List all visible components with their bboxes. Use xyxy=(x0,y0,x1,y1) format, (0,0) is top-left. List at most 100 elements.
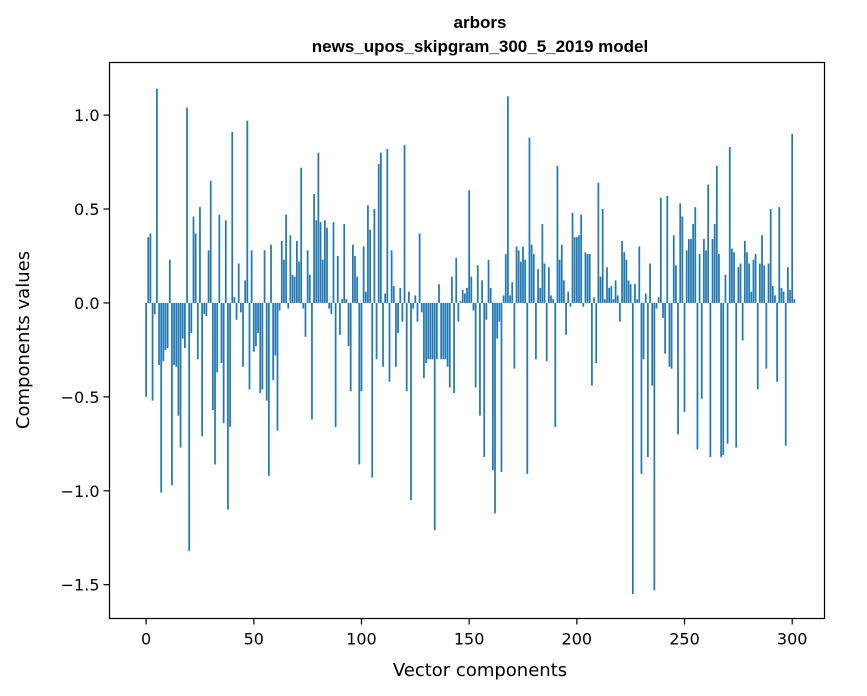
bar xyxy=(377,163,380,303)
bar xyxy=(616,295,619,303)
bar xyxy=(410,302,412,501)
bar xyxy=(651,302,654,386)
bars-group xyxy=(145,88,796,595)
bar xyxy=(156,88,158,303)
bar xyxy=(248,302,251,390)
bar xyxy=(186,107,188,303)
bar xyxy=(621,240,623,303)
bar xyxy=(352,244,354,303)
bar xyxy=(451,276,453,303)
bar xyxy=(257,302,259,333)
bar xyxy=(791,133,794,303)
bar xyxy=(692,224,694,303)
bar xyxy=(201,302,203,437)
bar xyxy=(573,237,576,303)
y-tick-label: 0.5 xyxy=(74,200,99,219)
bar xyxy=(733,252,735,303)
bar xyxy=(763,265,766,303)
bar xyxy=(412,302,415,309)
bar xyxy=(698,254,701,303)
bar xyxy=(771,286,774,303)
bar xyxy=(575,237,578,303)
bar xyxy=(599,276,602,303)
bar xyxy=(715,165,718,303)
bar xyxy=(298,261,300,303)
bar xyxy=(739,263,742,303)
bar xyxy=(672,235,675,303)
bar xyxy=(769,209,772,303)
bar xyxy=(638,246,641,303)
bar xyxy=(287,302,290,309)
bar xyxy=(472,302,475,311)
bar xyxy=(289,235,292,303)
bar xyxy=(793,299,796,303)
bar xyxy=(388,302,391,382)
bar xyxy=(670,302,673,369)
bar xyxy=(184,302,186,349)
bar xyxy=(528,137,531,303)
x-tick-label: 150 xyxy=(454,630,485,649)
bar xyxy=(485,302,488,320)
bar xyxy=(147,237,150,303)
y-tick-label: 1.0 xyxy=(74,106,99,125)
bar xyxy=(379,152,382,303)
bar xyxy=(371,302,374,478)
bar xyxy=(339,302,341,335)
bar xyxy=(470,276,473,303)
bar xyxy=(468,190,471,303)
bar xyxy=(455,257,458,303)
bar xyxy=(759,263,761,303)
bar xyxy=(192,216,195,303)
bar xyxy=(429,302,432,360)
bar xyxy=(700,302,703,399)
bar xyxy=(166,302,169,349)
bar xyxy=(214,302,216,465)
bar xyxy=(386,148,389,303)
bar xyxy=(416,302,419,322)
bar xyxy=(367,205,369,303)
bar xyxy=(280,240,283,303)
bar xyxy=(345,299,348,303)
chart-title: arbors xyxy=(454,13,507,32)
bar xyxy=(375,302,378,360)
bar xyxy=(158,302,160,365)
bar xyxy=(403,145,406,303)
bar xyxy=(685,250,688,303)
bar xyxy=(748,263,750,303)
bar xyxy=(765,302,768,369)
bar xyxy=(330,302,333,315)
bar xyxy=(586,254,589,303)
bar xyxy=(483,302,486,457)
bar xyxy=(522,246,524,303)
y-axis-label: Components values xyxy=(13,251,34,429)
bar xyxy=(259,302,262,394)
bar xyxy=(196,302,199,360)
bar xyxy=(227,302,229,510)
bar xyxy=(489,287,492,303)
bar xyxy=(308,274,311,303)
bar xyxy=(666,195,669,303)
bar xyxy=(709,302,712,457)
bar xyxy=(401,302,404,322)
bar xyxy=(302,302,305,309)
bar xyxy=(690,239,692,303)
bar xyxy=(181,302,184,339)
bar xyxy=(373,209,376,303)
bar xyxy=(780,287,783,303)
bar xyxy=(414,295,417,303)
bar xyxy=(610,286,613,303)
bar xyxy=(550,295,552,303)
x-tick-label: 100 xyxy=(346,630,377,649)
bar xyxy=(463,293,466,303)
bar xyxy=(778,207,781,303)
bar xyxy=(324,220,326,303)
bar xyxy=(349,302,352,392)
bar xyxy=(713,224,716,303)
bar xyxy=(457,302,460,322)
bar xyxy=(240,302,242,313)
bar xyxy=(162,302,165,362)
bar xyxy=(476,265,479,303)
bar xyxy=(347,302,350,347)
bar xyxy=(563,280,565,303)
bar xyxy=(595,302,598,364)
